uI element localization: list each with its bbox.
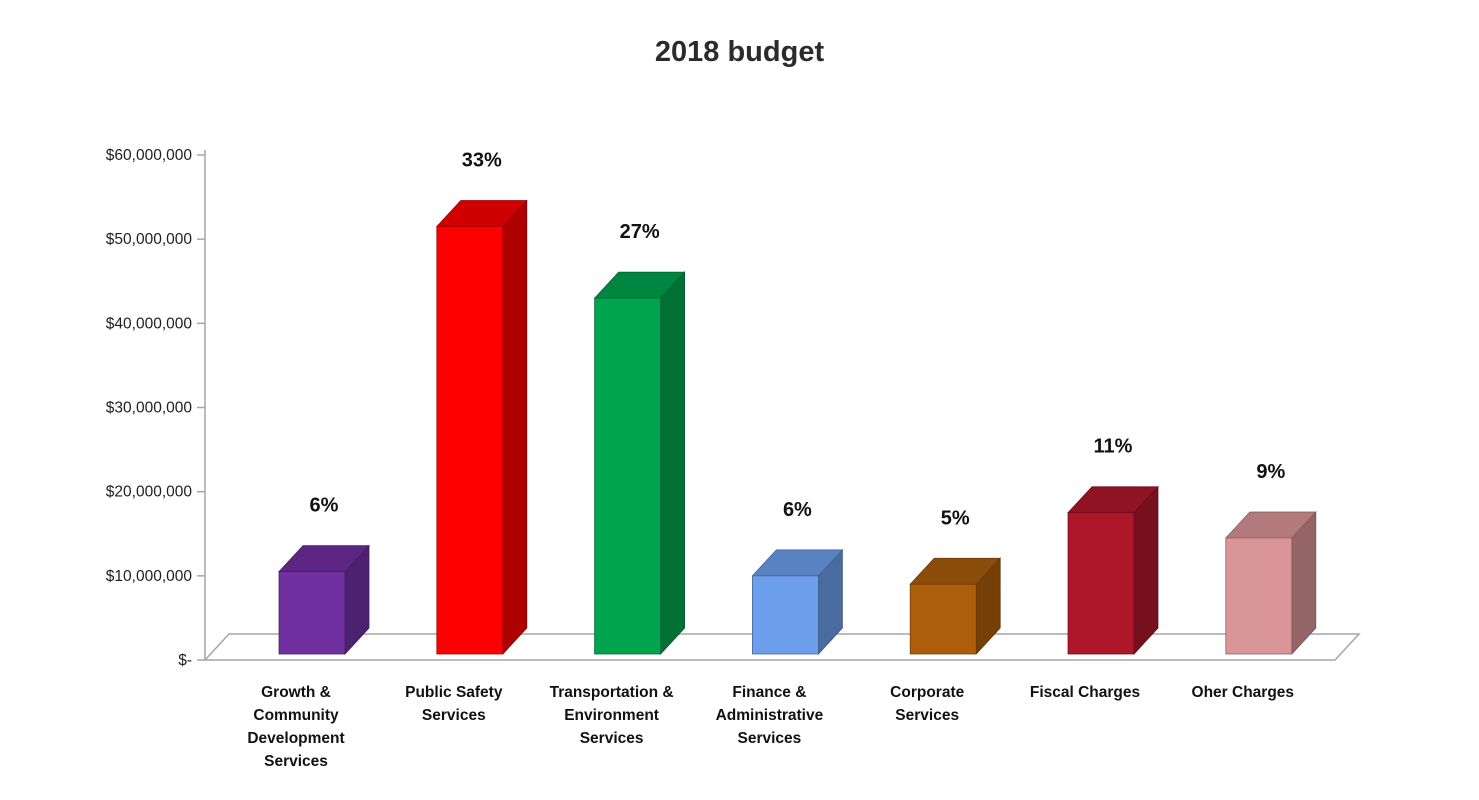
category-label-line: Fiscal Charges xyxy=(1030,684,1140,701)
category-label-line: Environment xyxy=(564,707,659,724)
bar-front-face xyxy=(278,571,346,655)
y-tick-label: $60,000,000 xyxy=(106,147,193,164)
y-tick-label: $30,000,000 xyxy=(106,400,193,417)
bar-group xyxy=(278,544,370,655)
category-label-line: Corporate xyxy=(890,684,964,701)
y-tick-label: $50,000,000 xyxy=(106,231,193,248)
bar-front-face xyxy=(752,575,819,655)
bar-side-face xyxy=(502,199,528,655)
bar-data-label: 5% xyxy=(941,507,970,529)
bar-group xyxy=(1067,485,1159,655)
bar-front-face xyxy=(594,297,661,655)
category-label-line: Public Safety xyxy=(405,684,503,701)
category-label-line: Services xyxy=(422,707,486,724)
bar-data-label: 33% xyxy=(462,150,502,172)
bar-front-face xyxy=(1067,512,1135,655)
bar-data-label: 6% xyxy=(310,495,339,517)
chart-floor xyxy=(203,633,1361,661)
category-label-line: Finance & xyxy=(732,684,806,701)
bar-front-face xyxy=(1225,537,1293,655)
bar-side-face xyxy=(1133,485,1159,655)
category-label-line: Growth & xyxy=(261,684,331,701)
bar-side-face xyxy=(660,271,685,655)
bar-group xyxy=(909,557,1002,655)
category-label-line: Oher Charges xyxy=(1192,684,1295,701)
category-label-line: Services xyxy=(895,707,959,724)
category-label-line: Administrative xyxy=(716,707,824,724)
bar-group xyxy=(593,271,686,655)
bar-group xyxy=(1224,510,1317,655)
category-label-line: Transportation & xyxy=(550,684,674,701)
y-tick-label: $40,000,000 xyxy=(106,315,193,332)
bar-data-label: 27% xyxy=(620,221,660,243)
bar-front-face xyxy=(909,583,977,655)
bar-group xyxy=(435,199,528,655)
y-tick-label: $10,000,000 xyxy=(106,568,193,585)
bar-data-label: 6% xyxy=(783,499,812,521)
category-label-line: Services xyxy=(738,730,802,747)
bar-group xyxy=(751,548,844,655)
category-label-line: Development xyxy=(247,730,344,747)
category-label-line: Services xyxy=(264,753,328,770)
chart-title: 2018 budget xyxy=(654,36,825,68)
bar-data-label: 9% xyxy=(1256,461,1285,483)
bar-front-face xyxy=(436,226,504,655)
y-tick-label: $- xyxy=(178,652,192,669)
bar-data-label: 11% xyxy=(1094,436,1133,458)
category-label-line: Services xyxy=(580,730,644,747)
y-tick-label: $20,000,000 xyxy=(106,484,193,501)
category-label-line: Community xyxy=(253,707,339,724)
